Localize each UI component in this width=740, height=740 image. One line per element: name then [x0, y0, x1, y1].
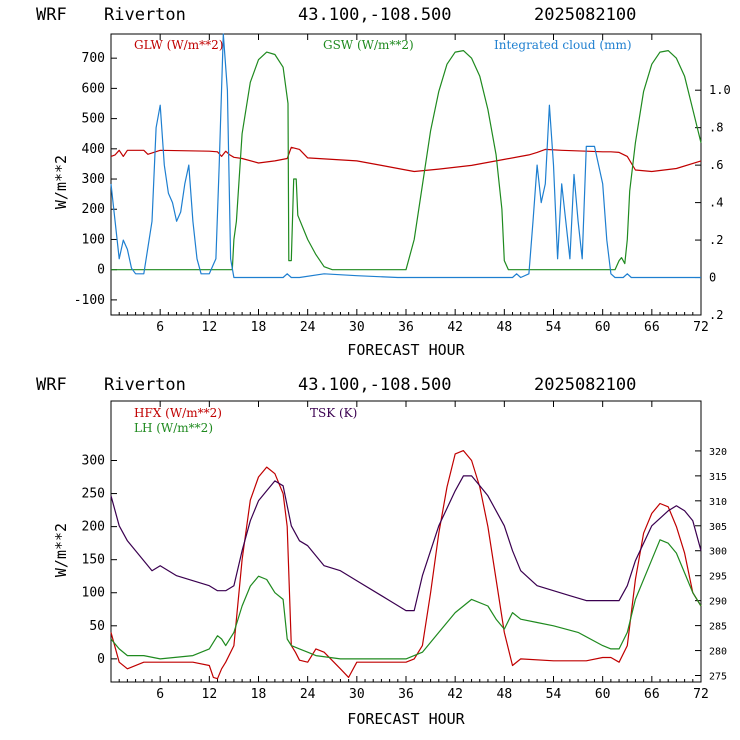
top-y2-tick-label: .2 [709, 233, 723, 247]
bottom-x-tick-label: 12 [202, 687, 218, 702]
bottom-x-tick-label: 42 [447, 687, 463, 702]
top-y-tick-label: 300 [82, 172, 105, 187]
bottom-y2-tick-label: 320 [709, 447, 727, 458]
top-y2-tick-label: .8 [709, 121, 723, 135]
bottom-x-tick-label: 54 [546, 687, 562, 702]
bottom-y-axis-label: W/m**2 [52, 523, 70, 577]
top-x-tick-label: 18 [251, 320, 267, 335]
bottom-x-axis-label: FORECAST HOUR [347, 710, 465, 728]
top-header-site: Riverton [104, 5, 186, 25]
top-y-tick-label: 0 [97, 263, 105, 278]
bottom-y2-tick-label: 275 [709, 672, 727, 683]
top-y-tick-label: 500 [82, 112, 105, 127]
top-x-tick-label: 48 [497, 320, 513, 335]
top-axis-ticks: 6 12 18 24 30 36 42 48 54 60 66 72 -100 0 100 200 300 400… [74, 34, 731, 335]
bottom-y2-tick-label: 285 [709, 622, 727, 633]
top-x-tick-label: 60 [595, 320, 611, 335]
bottom-header-run: 2025082100 [534, 375, 636, 395]
top-x-tick-label: 72 [693, 320, 709, 335]
legend-hfx: HFX (W/m**2) [134, 406, 222, 420]
bottom-x-tick-label: 72 [693, 687, 709, 702]
top-y-tick-label: 700 [82, 51, 105, 66]
bottom-header-coords: 43.100,-108.500 [298, 375, 452, 395]
bottom-y2-tick-label: 280 [709, 647, 727, 658]
bottom-y-tick-label: 0 [97, 652, 105, 667]
legend-cloud: Integrated cloud (mm) [494, 38, 632, 52]
top-header-run: 2025082100 [534, 5, 636, 25]
bottom-y2-tick-label: 290 [709, 597, 727, 608]
bottom-axis-ticks: 6 12 18 24 30 36 42 48 54 60 66 72 0 50 100 150 200 250 30… [82, 401, 727, 702]
bottom-x-tick-label: 36 [398, 687, 414, 702]
bottom-x-tick-label: 48 [497, 687, 513, 702]
top-series-group [110, 33, 702, 279]
bottom-series-group [110, 450, 702, 680]
surface-flux-chart: 6 12 18 24 30 36 42 48 54 60 66 72 0 50 100 150 200 250 30… [52, 400, 727, 728]
top-y2-tick-label: .6 [709, 158, 723, 172]
top-y2-tick-label: .4 [709, 196, 723, 210]
top-x-tick-label: 54 [546, 320, 562, 335]
bottom-y-tick-label: 250 [82, 487, 105, 502]
legend-lh: LH (W/m**2) [134, 421, 213, 435]
series-line-hfx [110, 450, 702, 680]
top-y2-tick-label: .2 [709, 308, 723, 322]
bottom-y-tick-label: 100 [82, 586, 105, 601]
top-y-tick-label: 200 [82, 202, 105, 217]
top-plot-frame [110, 33, 702, 316]
top-y2-tick-label: 1.0 [709, 83, 731, 97]
top-x-tick-label: 36 [398, 320, 414, 335]
bottom-y2-tick-label: 295 [709, 572, 727, 583]
top-y-tick-label: -100 [74, 293, 105, 308]
bottom-x-tick-label: 60 [595, 687, 611, 702]
legend-gsw: GSW (W/m**2) [323, 38, 414, 52]
bottom-header-site: Riverton [104, 375, 186, 395]
top-y-tick-label: 100 [82, 232, 105, 247]
legend-tsk: TSK (K) [310, 406, 357, 420]
top-x-tick-label: 30 [349, 320, 365, 335]
bottom-x-tick-label: 66 [644, 687, 660, 702]
bottom-x-tick-label: 30 [349, 687, 365, 702]
top-y-axis-label: W/m**2 [52, 155, 70, 209]
bottom-y2-tick-label: 315 [709, 472, 727, 483]
bottom-y2-tick-label: 305 [709, 522, 727, 533]
bottom-plot-frame [110, 400, 702, 683]
top-x-tick-label: 66 [644, 320, 660, 335]
bottom-y-tick-label: 200 [82, 520, 105, 535]
series-line-gsw [111, 49, 702, 271]
top-header-model: WRF [36, 5, 67, 25]
top-y-tick-label: 600 [82, 81, 105, 96]
bottom-x-tick-label: 18 [251, 687, 267, 702]
top-x-tick-label: 24 [300, 320, 316, 335]
top-x-tick-label: 6 [156, 320, 164, 335]
bottom-y-tick-label: 300 [82, 454, 105, 469]
bottom-x-tick-label: 6 [156, 687, 164, 702]
bottom-y-tick-label: 50 [89, 619, 105, 634]
bottom-y2-tick-label: 300 [709, 547, 727, 558]
top-y2-tick-label: 0 [709, 271, 716, 285]
series-line-integrated [110, 33, 701, 279]
series-line-lh [110, 539, 702, 660]
top-x-axis-label: FORECAST HOUR [347, 341, 465, 359]
bottom-header-model: WRF [36, 375, 67, 395]
bottom-x-tick-label: 24 [300, 687, 316, 702]
bottom-y2-tick-label: 310 [709, 497, 727, 508]
series-line-glw [110, 146, 702, 173]
top-y-tick-label: 400 [82, 142, 105, 157]
top-header-coords: 43.100,-108.500 [298, 5, 452, 25]
series-line-tsk [110, 475, 702, 612]
legend-glw: GLW (W/m**2) [134, 38, 223, 52]
top-x-tick-label: 12 [202, 320, 218, 335]
bottom-y-tick-label: 150 [82, 553, 105, 568]
radiation-chart: 6 12 18 24 30 36 42 48 54 60 66 72 -100 0 100 200 300 400… [52, 33, 731, 359]
top-x-tick-label: 42 [447, 320, 463, 335]
